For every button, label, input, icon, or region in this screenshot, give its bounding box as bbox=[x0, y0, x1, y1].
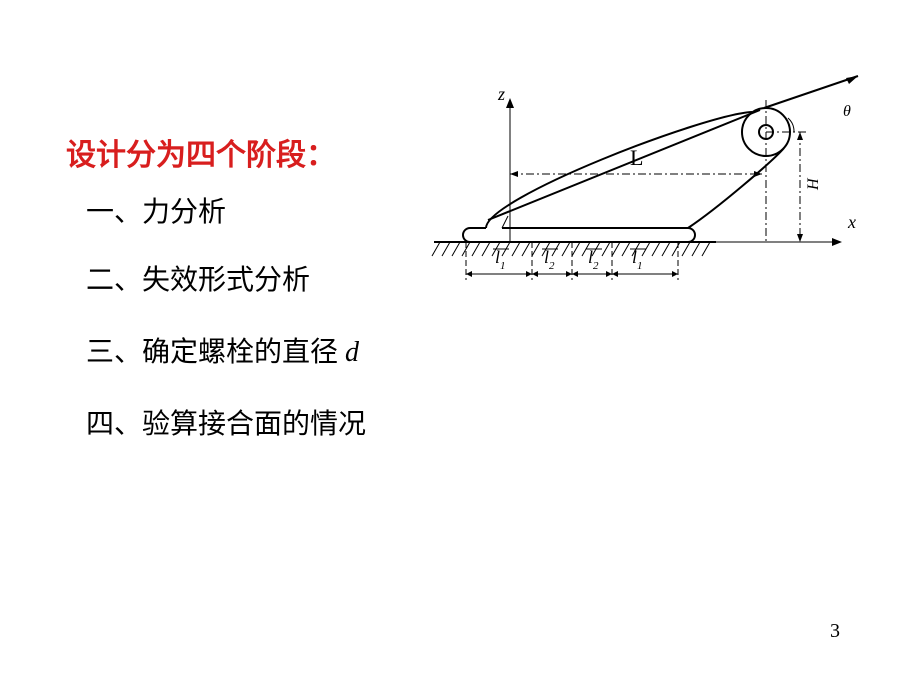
bracket-diagram: l1l2l2l1RθzxLH bbox=[420, 70, 870, 300]
item-text: 一、力分析 bbox=[86, 197, 226, 228]
svg-text:L: L bbox=[630, 145, 643, 170]
item-var: d bbox=[345, 337, 359, 368]
svg-text:l2: l2 bbox=[544, 247, 555, 272]
svg-text:l1: l1 bbox=[495, 247, 506, 272]
svg-text:l2: l2 bbox=[588, 247, 599, 272]
slide: 设计分为四个阶段： 一、力分析 二、失效形式分析 三、确定螺栓的直径 d 四、验… bbox=[0, 0, 920, 690]
heading-text: 设计分为四个阶段： bbox=[66, 139, 336, 172]
page-number-text: 3 bbox=[830, 620, 840, 642]
list-item-1: 一、力分析 bbox=[86, 190, 226, 230]
page-number: 3 bbox=[830, 620, 840, 643]
svg-text:z: z bbox=[497, 84, 505, 104]
list-item-3: 三、确定螺栓的直径 d bbox=[86, 330, 359, 370]
item-text: 二、失效形式分析 bbox=[86, 265, 310, 296]
item-text: 四、验算接合面的情况 bbox=[86, 409, 366, 440]
item-prefix: 三、确定螺栓的直径 bbox=[86, 337, 345, 368]
svg-text:H: H bbox=[805, 177, 822, 191]
heading: 设计分为四个阶段： bbox=[66, 130, 336, 174]
diagram-svg: l1l2l2l1RθzxLH bbox=[420, 70, 870, 300]
svg-text:l1: l1 bbox=[632, 247, 643, 272]
svg-text:θ: θ bbox=[843, 103, 851, 120]
list-item-2: 二、失效形式分析 bbox=[86, 258, 310, 298]
list-item-4: 四、验算接合面的情况 bbox=[86, 402, 366, 442]
svg-text:x: x bbox=[847, 212, 856, 232]
